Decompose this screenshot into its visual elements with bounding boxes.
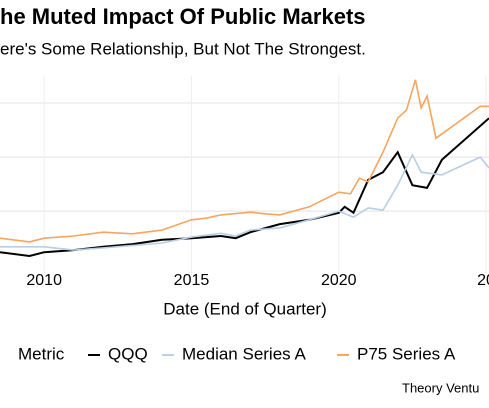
x-tick-label: 2015 — [174, 272, 210, 289]
x-axis-label: Date (End of Quarter) — [163, 299, 326, 318]
chart-subtitle: ere's Some Relationship, But Not The Str… — [0, 39, 366, 58]
legend-title: Metric — [18, 344, 65, 363]
series-line — [0, 79, 489, 243]
x-tick-label: 20 — [477, 272, 489, 289]
legend-label: Median Series A — [182, 344, 306, 363]
legend-label: QQQ — [108, 344, 148, 363]
series-line — [0, 153, 489, 251]
source: Theory Ventu — [402, 380, 479, 395]
legend-label: P75 Series A — [357, 344, 456, 363]
x-tick-label: 2020 — [321, 272, 357, 289]
chart-title: he Muted Impact Of Public Markets — [0, 4, 366, 29]
x-tick-label: 2010 — [26, 272, 62, 289]
